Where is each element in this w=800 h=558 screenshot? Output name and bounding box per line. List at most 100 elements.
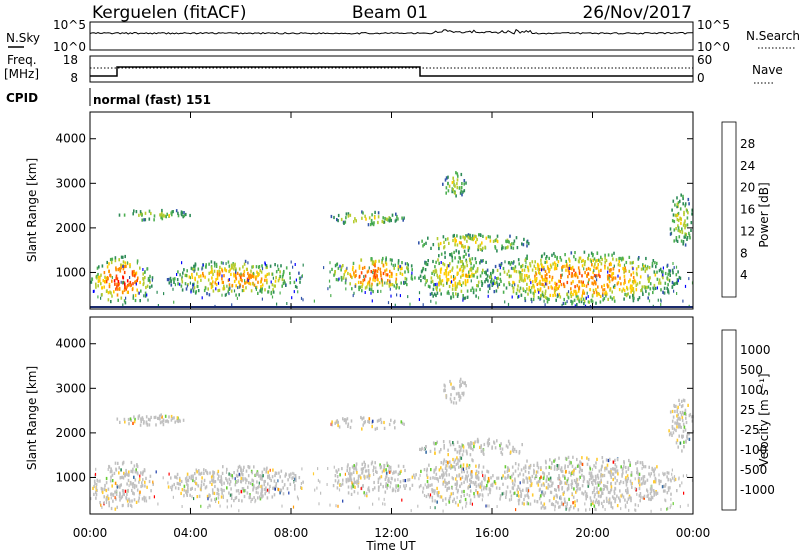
power-cell [481, 271, 483, 275]
velocity-cell [437, 479, 439, 483]
velocity-cell [125, 496, 127, 500]
velocity-cell [339, 473, 341, 477]
power-cell [464, 279, 467, 283]
velocity-cell [529, 463, 532, 468]
velocity-cell [581, 473, 583, 477]
power-cell [560, 258, 563, 262]
nsky-trace [89, 28, 694, 48]
power-cell [371, 257, 373, 261]
velocity-cell [372, 469, 374, 473]
power-cell [364, 214, 366, 218]
velocity-cell [258, 484, 260, 489]
velocity-cell [105, 476, 108, 481]
velocity-cell [445, 481, 447, 485]
power-cell [255, 288, 257, 291]
power-cell [205, 265, 207, 269]
velocity-cell [484, 477, 486, 481]
velocity-cell [115, 492, 118, 497]
power-cell [240, 275, 242, 279]
velocity-cell [559, 505, 561, 509]
power-cell [186, 284, 188, 288]
power-cell [677, 204, 679, 208]
power-cell [648, 292, 650, 296]
power-cell [582, 280, 584, 284]
velocity-cell [511, 465, 514, 469]
velocity-cell [146, 485, 148, 489]
power-cell [677, 224, 679, 228]
power-cell [671, 208, 673, 212]
velocity-cell [130, 460, 133, 465]
velocity-cell [658, 473, 660, 477]
power-cell [450, 275, 453, 279]
power-cell [218, 269, 221, 273]
power-cell [410, 264, 413, 268]
velocity-cell [549, 484, 551, 488]
power-cell [444, 255, 446, 259]
power-cell [134, 280, 136, 284]
velocity-cell [444, 480, 446, 484]
velocity-cell [547, 486, 549, 490]
velocity-cell [243, 489, 245, 493]
velocity-cell [617, 472, 619, 476]
power-cell [116, 277, 119, 281]
velocity-cell [600, 474, 602, 478]
power-cell [452, 176, 454, 180]
power-cell [290, 260, 292, 264]
velocity-cell [545, 478, 548, 482]
power-cell [229, 268, 231, 272]
velocity-cell [346, 465, 349, 469]
velocity-cell [531, 474, 534, 479]
power-cell [524, 290, 527, 294]
velocity-cell [110, 496, 112, 500]
power-cell [179, 273, 181, 277]
velocity-cell [489, 491, 491, 495]
power-cell [242, 272, 245, 277]
power-cell [684, 204, 686, 208]
power-cell [149, 280, 151, 284]
velocity-cell [175, 475, 177, 479]
velocity-cell [136, 464, 139, 469]
power-cell [236, 271, 239, 275]
velocity-cell [534, 476, 536, 480]
velocity-cell [559, 480, 562, 484]
power-cell [467, 248, 470, 253]
velocity-cell [599, 488, 601, 492]
power-cell [595, 259, 597, 263]
velocity-cell [263, 467, 265, 471]
power-cell [238, 267, 241, 271]
velocity-cell [372, 488, 374, 492]
power-cell [636, 282, 639, 286]
power-cell [604, 260, 606, 264]
power-cell [607, 274, 609, 278]
velocity-cell [590, 503, 592, 507]
power-cell [438, 244, 440, 248]
velocity-cell [145, 421, 148, 425]
power-cell [116, 285, 118, 289]
power-cell [681, 227, 683, 231]
velocity-cell [360, 415, 362, 420]
power-cell [496, 268, 499, 272]
power-cell [558, 292, 561, 297]
velocity-cell [105, 497, 108, 502]
power-cell [613, 285, 616, 289]
power-cell [500, 279, 502, 283]
velocity-cell [432, 476, 434, 480]
velocity-cell [245, 469, 248, 473]
velocity-cell [505, 490, 508, 494]
power-cell [200, 274, 202, 278]
velocity-cell [667, 488, 670, 492]
velocity-cell [174, 486, 177, 490]
velocity-cell [402, 479, 405, 483]
power-cell [122, 260, 125, 264]
velocity-cell [543, 506, 546, 510]
velocity-cell [549, 476, 552, 480]
power-cell [264, 262, 266, 266]
power-cell [531, 268, 534, 272]
power-cell [170, 283, 173, 287]
power-cell [168, 214, 171, 218]
power-cell [388, 282, 391, 286]
power-cell [488, 286, 491, 290]
power-cell [664, 291, 666, 295]
power-cell [333, 273, 335, 277]
